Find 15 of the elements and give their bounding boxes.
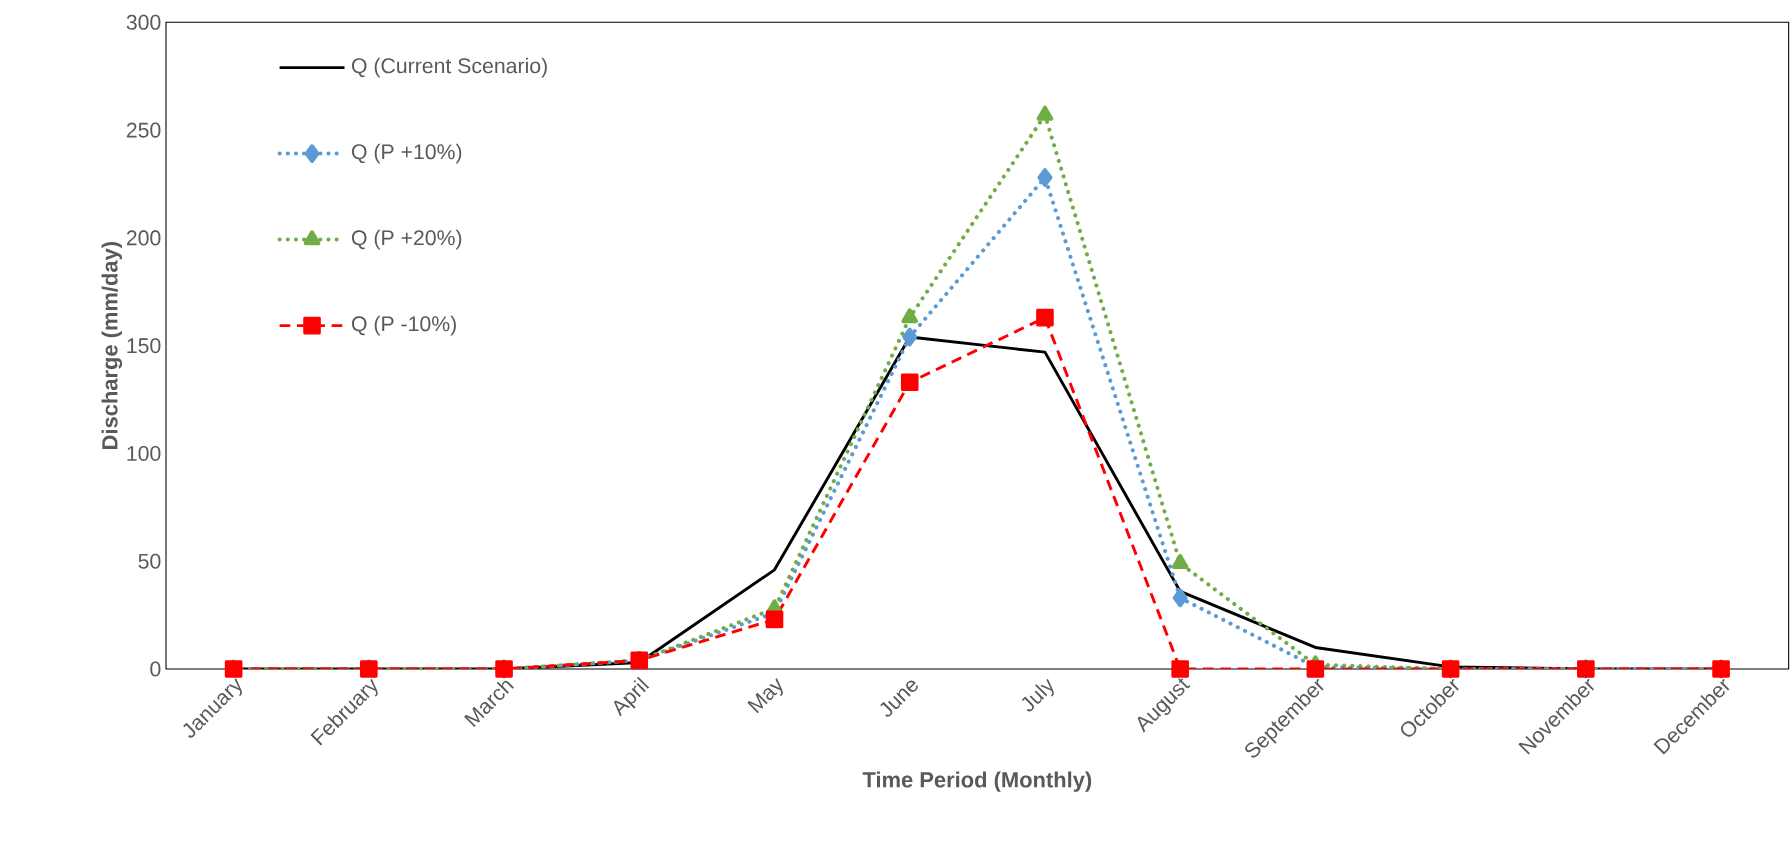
y-tick-label: 50: [138, 553, 161, 569]
legend-label: Q (P +10%): [351, 143, 462, 164]
y-tick-label: 100: [127, 445, 161, 461]
x-axis-title: Time Period (Monthly): [862, 771, 1092, 792]
y-tick-label: 250: [126, 122, 161, 138]
legend-label: Q (P -10%): [351, 315, 456, 336]
x-tick-label: May: [747, 678, 783, 714]
y-tick-label: 150: [127, 338, 161, 354]
y-tick-label: 300: [126, 14, 161, 30]
x-tick-label: July: [1021, 678, 1054, 712]
y-axis-title: Discharge (mm/day): [101, 242, 123, 449]
y-tick-label: 200: [126, 230, 161, 246]
legend-label: Q (P +20%): [351, 229, 462, 250]
y-tick-label: 0: [150, 661, 161, 677]
legend-label: Q (Current Scenario): [351, 57, 547, 78]
